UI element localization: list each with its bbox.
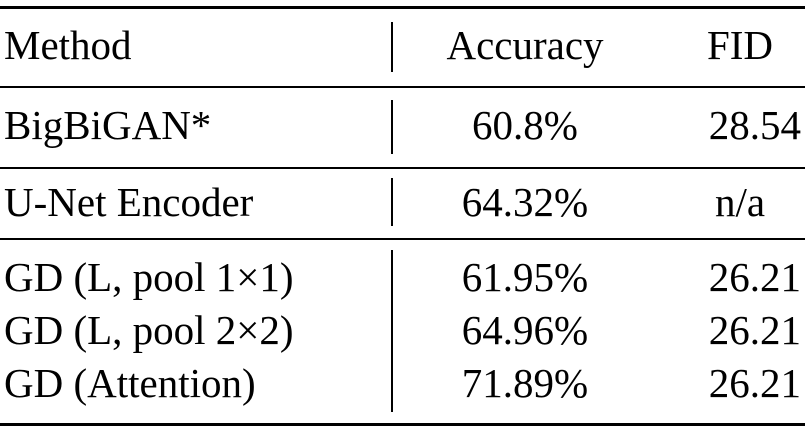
fid-cell: 26.21: [708, 307, 801, 353]
method-cell: GD (L, pool 2×2): [4, 307, 294, 353]
header-rule: [0, 86, 805, 88]
accuracy-cell: 61.95%: [461, 254, 589, 300]
column-separator: [391, 178, 393, 226]
accuracy-cell: 64.32%: [461, 179, 589, 225]
column-separator: [391, 250, 393, 412]
column-separator: [391, 100, 393, 154]
top-rule: [0, 6, 805, 9]
method-cell: BigBiGAN*: [4, 102, 212, 148]
fid-cell: n/a: [714, 179, 766, 225]
accuracy-cell: 60.8%: [472, 102, 578, 148]
fid-cell: 26.21: [708, 360, 801, 406]
bottom-rule: [0, 423, 805, 426]
fid-cell: 26.21: [708, 254, 801, 300]
header-method: Method: [4, 22, 132, 68]
group-rule-1: [0, 167, 805, 169]
accuracy-cell: 71.89%: [461, 360, 589, 406]
header-accuracy: Accuracy: [446, 22, 604, 68]
group-rule-2: [0, 238, 805, 240]
method-cell: GD (L, pool 1×1): [4, 254, 294, 300]
fid-cell: 28.54: [708, 102, 801, 148]
method-cell: GD (Attention): [4, 360, 256, 406]
column-separator: [391, 22, 393, 72]
method-cell: U-Net Encoder: [4, 179, 254, 225]
accuracy-cell: 64.96%: [461, 307, 589, 353]
header-fid: FID: [706, 22, 774, 68]
